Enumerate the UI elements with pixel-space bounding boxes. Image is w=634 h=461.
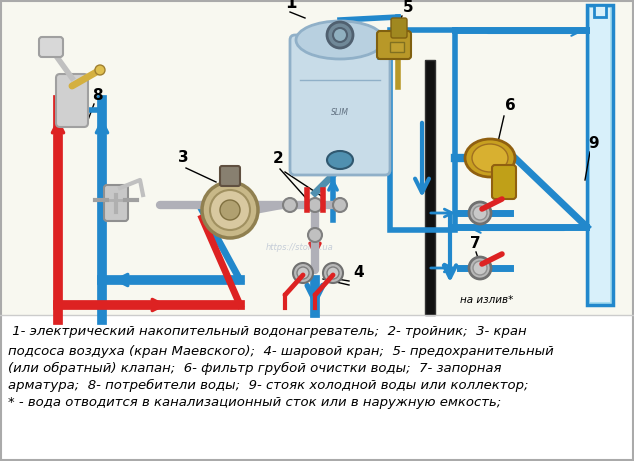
Circle shape	[308, 198, 322, 212]
Circle shape	[210, 190, 250, 230]
Text: арматура;  8- потребители воды;  9- стояк холодной воды или коллектор;: арматура; 8- потребители воды; 9- стояк …	[8, 379, 529, 392]
Circle shape	[333, 28, 347, 42]
Bar	[390, 42, 404, 52]
FancyBboxPatch shape	[377, 31, 411, 59]
Text: 9: 9	[588, 136, 598, 151]
Circle shape	[220, 200, 240, 220]
Text: 1: 1	[285, 0, 297, 12]
Bar	[390, 30, 455, 230]
Text: 2: 2	[273, 151, 284, 166]
Circle shape	[469, 257, 491, 279]
FancyBboxPatch shape	[492, 165, 516, 199]
Text: 5: 5	[403, 0, 413, 15]
Text: (или обратный) клапан;  6- фильтр грубой очистки воды;  7- запорная: (или обратный) клапан; 6- фильтр грубой …	[8, 362, 501, 375]
Text: * - вода отводится в канализационный сток или в наружную емкость;: * - вода отводится в канализационный сто…	[8, 396, 501, 409]
Bar	[0, 0, 634, 315]
Ellipse shape	[465, 139, 515, 177]
Bar	[594, 5, 606, 17]
Text: на излив*: на излив*	[460, 295, 514, 305]
FancyBboxPatch shape	[56, 74, 88, 127]
Circle shape	[293, 263, 313, 283]
Text: 8: 8	[92, 88, 103, 103]
Bar	[587, 5, 613, 305]
Text: https://stolos.ua: https://stolos.ua	[266, 243, 334, 252]
Ellipse shape	[472, 144, 508, 172]
FancyBboxPatch shape	[290, 35, 390, 175]
Circle shape	[327, 22, 353, 48]
Text: 4: 4	[353, 265, 364, 280]
Ellipse shape	[296, 21, 384, 59]
Circle shape	[283, 198, 297, 212]
FancyBboxPatch shape	[391, 18, 407, 38]
Bar	[425, 60, 435, 315]
Circle shape	[473, 206, 487, 220]
Text: 6: 6	[505, 98, 515, 113]
Circle shape	[333, 198, 347, 212]
Circle shape	[95, 65, 105, 75]
Circle shape	[297, 267, 309, 279]
Text: 7: 7	[470, 236, 481, 251]
Circle shape	[473, 261, 487, 275]
Text: 3: 3	[178, 150, 189, 165]
Text: 1- электрический накопительный водонагреватель;  2- тройник;  3- кран: 1- электрический накопительный водонагре…	[8, 325, 527, 338]
FancyBboxPatch shape	[104, 185, 128, 221]
Circle shape	[202, 182, 258, 238]
Text: SLIM: SLIM	[331, 108, 349, 117]
Circle shape	[469, 202, 491, 224]
FancyBboxPatch shape	[220, 166, 240, 186]
Text: подсоса воздуха (кран Маевского);  4- шаровой кран;  5- предохранительный: подсоса воздуха (кран Маевского); 4- шар…	[8, 345, 553, 358]
Bar	[590, 8, 610, 302]
Ellipse shape	[327, 151, 353, 169]
Circle shape	[327, 267, 339, 279]
Circle shape	[323, 263, 343, 283]
Circle shape	[308, 228, 322, 242]
FancyBboxPatch shape	[39, 37, 63, 57]
